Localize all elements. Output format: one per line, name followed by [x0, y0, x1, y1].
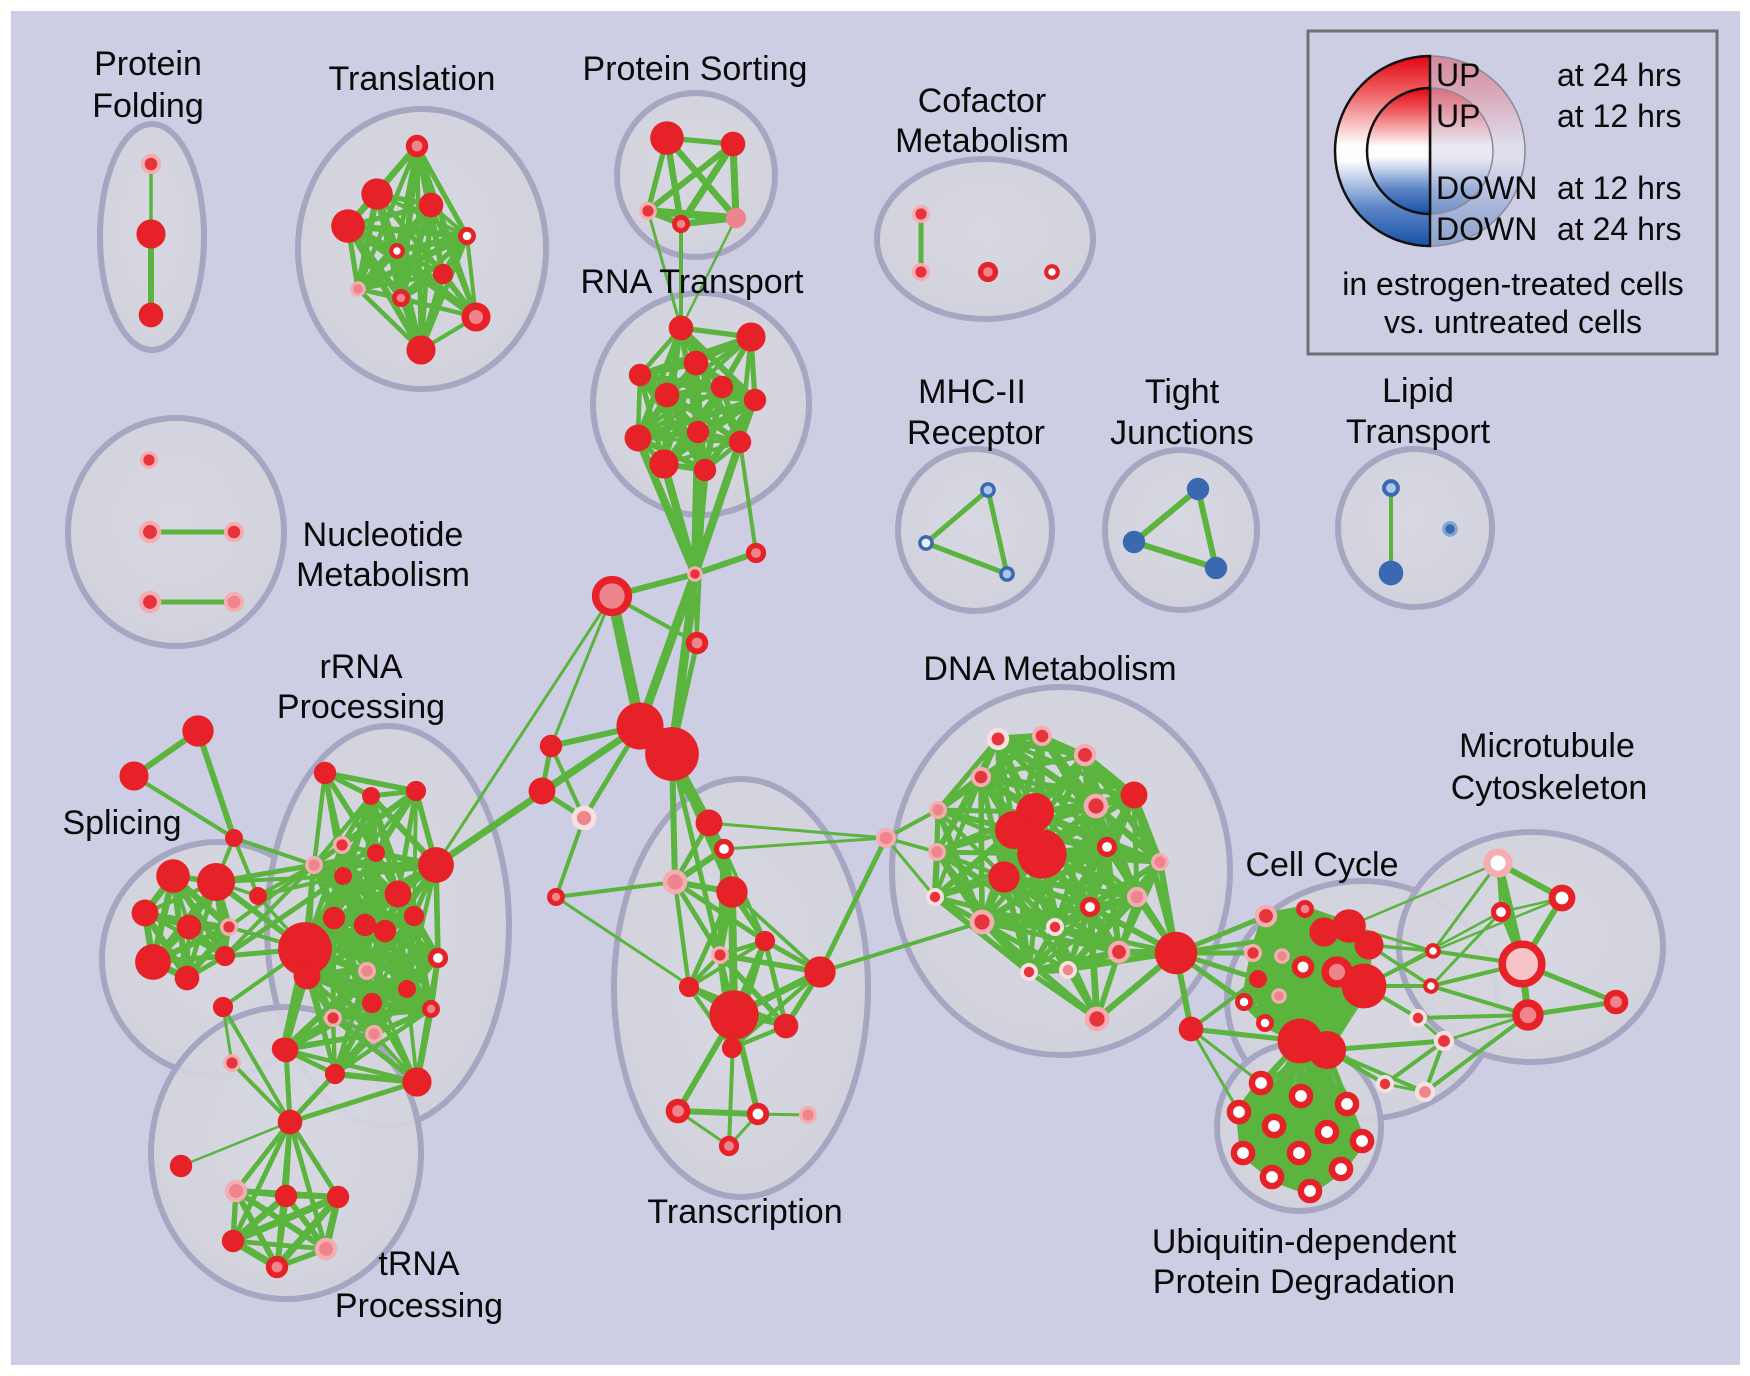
svg-text:at 12 hrs: at 12 hrs [1557, 170, 1682, 206]
svg-text:Receptor: Receptor [907, 414, 1045, 452]
svg-text:Microtubule: Microtubule [1459, 727, 1635, 765]
svg-text:RNA Transport: RNA Transport [581, 263, 805, 301]
svg-text:Metabolism: Metabolism [895, 122, 1069, 160]
svg-text:Cytoskeleton: Cytoskeleton [1451, 769, 1648, 807]
svg-text:tRNA: tRNA [378, 1245, 460, 1283]
svg-text:in estrogen-treated cells: in estrogen-treated cells [1342, 266, 1684, 302]
svg-text:at 12 hrs: at 12 hrs [1557, 98, 1682, 134]
svg-text:DOWN: DOWN [1436, 170, 1537, 206]
svg-text:Metabolism: Metabolism [296, 556, 470, 594]
svg-text:Cofactor: Cofactor [918, 82, 1047, 120]
svg-text:at 24 hrs: at 24 hrs [1557, 57, 1682, 93]
svg-text:vs. untreated cells: vs. untreated cells [1384, 304, 1642, 340]
svg-text:Junctions: Junctions [1110, 414, 1254, 452]
svg-text:Processing: Processing [277, 688, 445, 726]
svg-text:rRNA: rRNA [319, 648, 402, 686]
svg-text:DOWN: DOWN [1436, 211, 1537, 247]
svg-text:Cell Cycle: Cell Cycle [1245, 846, 1398, 884]
svg-text:Processing: Processing [335, 1287, 503, 1325]
svg-text:MHC-II: MHC-II [918, 373, 1026, 411]
svg-text:Folding: Folding [92, 87, 204, 125]
svg-text:Tight: Tight [1145, 373, 1220, 411]
svg-text:Nucleotide: Nucleotide [303, 516, 464, 554]
svg-text:Lipid: Lipid [1382, 372, 1454, 410]
svg-text:UP: UP [1436, 57, 1480, 93]
svg-text:UP: UP [1436, 98, 1480, 134]
svg-text:Protein Sorting: Protein Sorting [583, 50, 808, 88]
svg-text:Transport: Transport [1346, 413, 1491, 451]
svg-text:Protein: Protein [94, 45, 202, 83]
svg-text:DNA Metabolism: DNA Metabolism [923, 650, 1176, 688]
svg-text:Splicing: Splicing [62, 804, 181, 842]
svg-text:Ubiquitin-dependent: Ubiquitin-dependent [1152, 1223, 1457, 1261]
svg-text:Transcription: Transcription [647, 1193, 842, 1231]
svg-text:Translation: Translation [329, 60, 496, 98]
svg-text:at 24 hrs: at 24 hrs [1557, 211, 1682, 247]
svg-text:Protein Degradation: Protein Degradation [1153, 1263, 1455, 1301]
